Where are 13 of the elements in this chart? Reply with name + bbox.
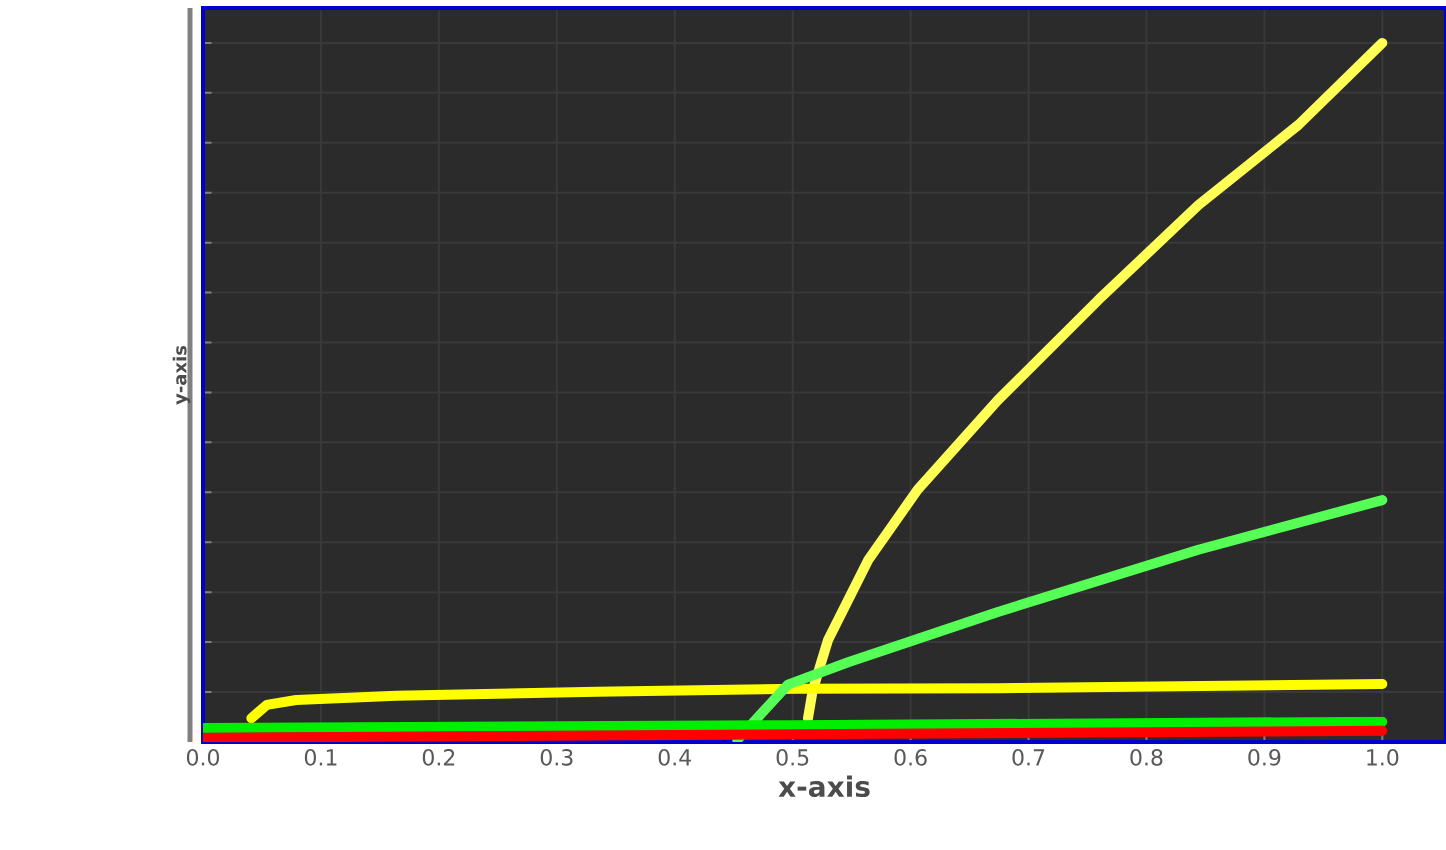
x-tick-label: 0.8: [1130, 749, 1163, 766]
x-tick-label: 0.0: [186, 749, 220, 766]
x-tick-label: 0.5: [776, 749, 809, 766]
x-tick-label: 0.6: [894, 749, 927, 766]
x-tick-label: 1.0: [1367, 749, 1399, 766]
x-tick-label: 0.1: [304, 749, 337, 766]
x-tick-label: 0.7: [1012, 749, 1045, 766]
x-tick-label: 0.3: [540, 749, 573, 766]
y-axis-title: y-axis: [172, 345, 191, 405]
x-tick-label: 0.4: [658, 749, 691, 766]
x-tick-label: 0.2: [422, 749, 455, 766]
x-axis-title: x-axis: [778, 775, 870, 798]
x-tick-label: 0.9: [1248, 749, 1281, 766]
